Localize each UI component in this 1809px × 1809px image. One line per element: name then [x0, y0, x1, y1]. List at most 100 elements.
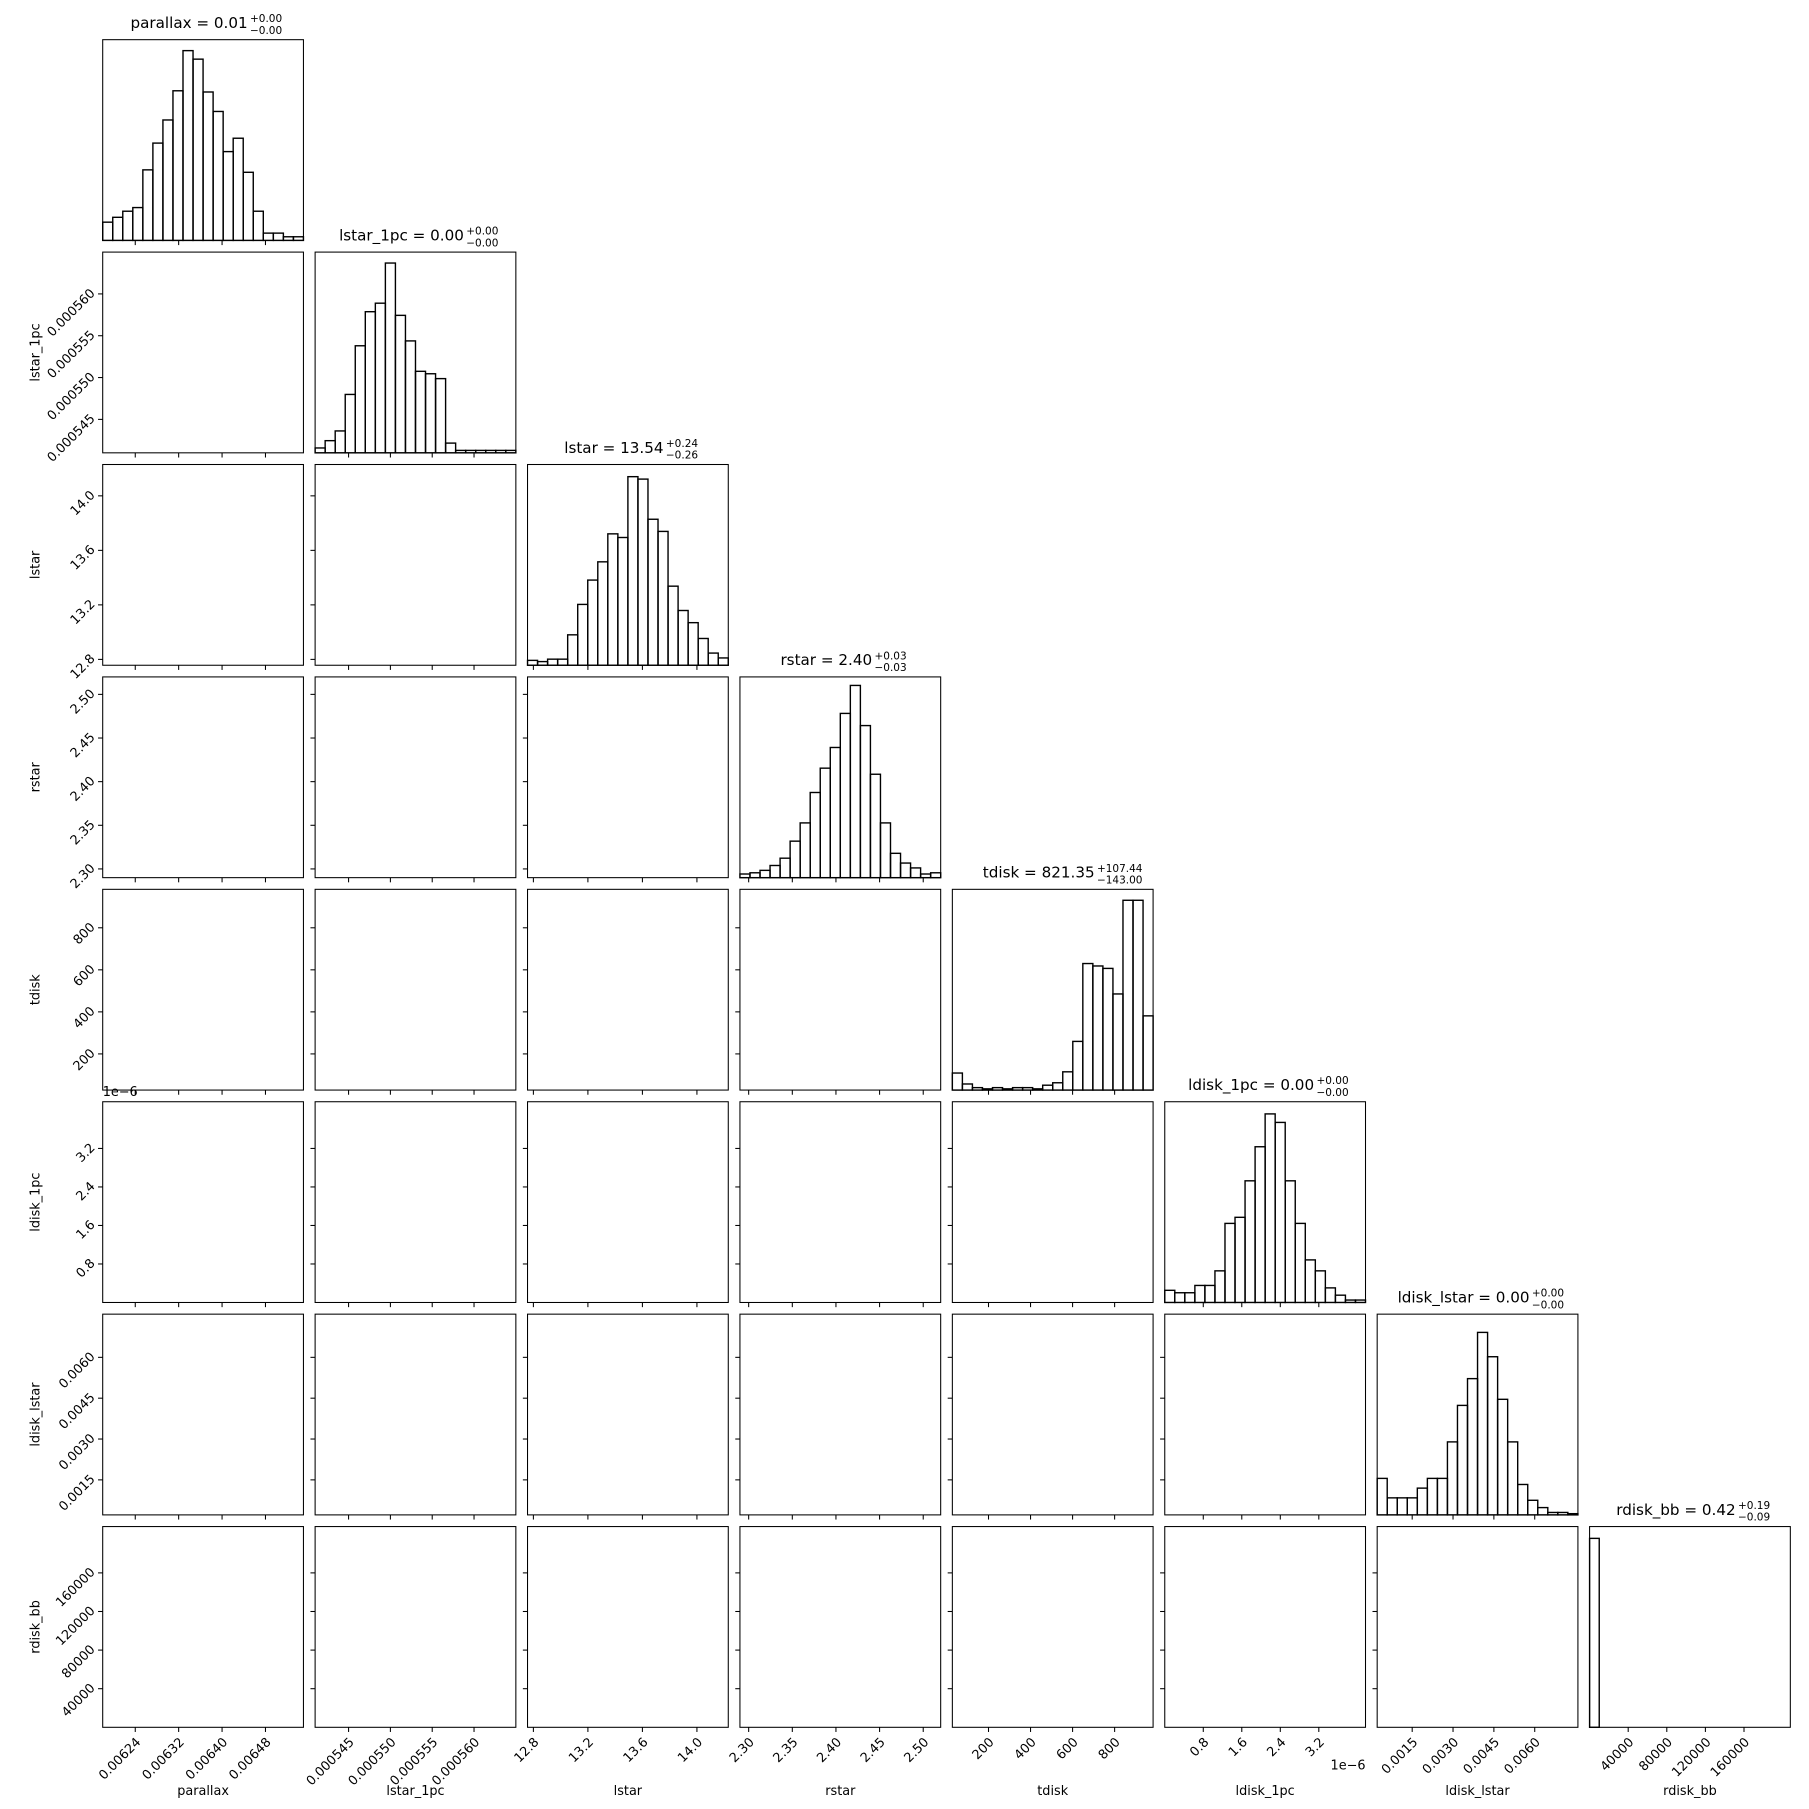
hist-bar: [324, 439, 336, 454]
hist-bar: [1396, 1497, 1408, 1516]
x-axis-label: lstar_1pc: [386, 1784, 444, 1799]
hist-bar: [1486, 1356, 1499, 1516]
hist-bar: [1122, 899, 1134, 1091]
hist-bar: [354, 345, 367, 454]
y-tick-label: 2.40: [68, 774, 99, 805]
hist-bar: [839, 712, 852, 879]
x-tick-label: 2.40: [814, 1735, 845, 1766]
hist-bar: [597, 561, 609, 666]
hist-bar: [1184, 1292, 1196, 1304]
title-lower-error: −0.00: [466, 237, 498, 249]
panel-frame: [314, 1313, 517, 1516]
hist-bar: [1102, 967, 1114, 1091]
x-tick-label: 0.00624: [96, 1735, 144, 1783]
panel-frame: [951, 1313, 1154, 1516]
hist-bar: [1132, 899, 1144, 1091]
hist-bar: [859, 724, 872, 879]
hist-bar: [1496, 1398, 1509, 1516]
y-tick-label: 3.2: [73, 1141, 98, 1166]
hist-bar: [566, 634, 579, 666]
y-tick-label: 0.8: [73, 1256, 98, 1281]
y-tick-label: 400: [71, 1004, 99, 1032]
title-lower-error: −0.00: [1532, 1299, 1564, 1311]
hist-bar: [1527, 1499, 1539, 1516]
hist-bar: [717, 657, 729, 666]
hist-bar: [789, 840, 801, 879]
hist-bar: [364, 311, 377, 454]
title-lower-error: −0.26: [666, 450, 698, 462]
panel-title: lstar = 13.54: [564, 439, 663, 457]
title-upper-error: +107.44: [1097, 863, 1143, 875]
hist-bar: [1164, 1289, 1176, 1304]
title-upper-error: +0.00: [1316, 1075, 1348, 1087]
title-lower-error: −0.00: [1316, 1087, 1348, 1099]
panel-frame: [102, 463, 304, 666]
hist-bar: [759, 869, 771, 879]
hist-bar: [1254, 1146, 1266, 1304]
title-lower-error: −0.09: [1738, 1512, 1770, 1524]
y-axis-label: ldisk_lstar: [29, 1382, 44, 1447]
panel-frame: [527, 888, 729, 1091]
hist-bar: [1031, 1088, 1044, 1091]
y-tick-label: 13.2: [68, 597, 99, 628]
hist-bar: [182, 49, 194, 242]
y-tick-label: 12.8: [68, 652, 99, 683]
hist-bar: [1174, 1292, 1186, 1304]
x-tick-label: 2.50: [901, 1735, 932, 1766]
panel-frame: [102, 888, 304, 1091]
panel-title: ldisk_1pc = 0.00: [1188, 1076, 1314, 1095]
hist-bar: [637, 478, 649, 666]
x-tick-label: 0.00640: [183, 1735, 231, 1783]
x-tick-label: 0.0045: [1461, 1735, 1503, 1777]
x-tick-label: 2.30: [727, 1735, 758, 1766]
hist-bar: [1072, 1040, 1084, 1091]
title-lower-error: −143.00: [1097, 874, 1143, 886]
x-axis-label: ldisk_lstar: [1445, 1784, 1510, 1799]
y-tick-label: 2.35: [68, 818, 99, 849]
panel-frame: [102, 1101, 304, 1304]
hist-bar: [262, 232, 275, 242]
hist-bar: [951, 1072, 964, 1091]
panel-frame: [527, 1526, 729, 1728]
hist-bar: [1112, 993, 1124, 1091]
y-tick-label: 1.6: [73, 1218, 98, 1243]
hist-bar: [454, 449, 467, 454]
hist-bar: [424, 373, 437, 454]
x-tick-label: 800: [1096, 1735, 1124, 1763]
hist-bar: [1041, 1084, 1054, 1091]
hist-bar: [1194, 1284, 1206, 1304]
hist-bar: [1001, 1088, 1014, 1091]
x-axis-label: tdisk: [1037, 1784, 1068, 1799]
hist-bar: [1314, 1270, 1327, 1304]
title-lower-error: −0.03: [874, 662, 906, 674]
hist-bar: [384, 262, 397, 454]
x-tick-label: 0.00648: [226, 1735, 274, 1783]
hist-bar: [344, 393, 356, 454]
x-tick-label: 0.0060: [1501, 1735, 1543, 1777]
hist-bar: [647, 518, 659, 666]
hist-bar: [1021, 1086, 1034, 1091]
hist-bar: [971, 1086, 984, 1091]
panel-title: rstar = 2.40: [780, 651, 872, 669]
y-axis-label: rstar: [29, 762, 44, 793]
hist-bar: [152, 142, 164, 242]
x-tick-label: 0.0030: [1420, 1735, 1462, 1777]
panel-frame: [102, 251, 304, 454]
title-upper-error: +0.24: [666, 438, 698, 450]
hist-bar: [536, 660, 549, 666]
x-tick-label: 600: [1054, 1735, 1082, 1763]
y-tick-label: 0.0015: [56, 1472, 98, 1514]
x-tick-label: 0.0015: [1379, 1735, 1421, 1777]
hist-bar: [1324, 1287, 1337, 1304]
hist-bar: [1264, 1113, 1276, 1304]
hist-bar: [1214, 1270, 1226, 1304]
y-tick-label: 2.30: [68, 861, 99, 892]
x-tick-label: 2.45: [858, 1735, 889, 1766]
hist-bar: [879, 822, 892, 879]
hist-bar: [1376, 1477, 1388, 1516]
panel-frame: [951, 1526, 1154, 1728]
hist-bar: [1446, 1441, 1459, 1516]
hist-bar: [202, 91, 214, 242]
